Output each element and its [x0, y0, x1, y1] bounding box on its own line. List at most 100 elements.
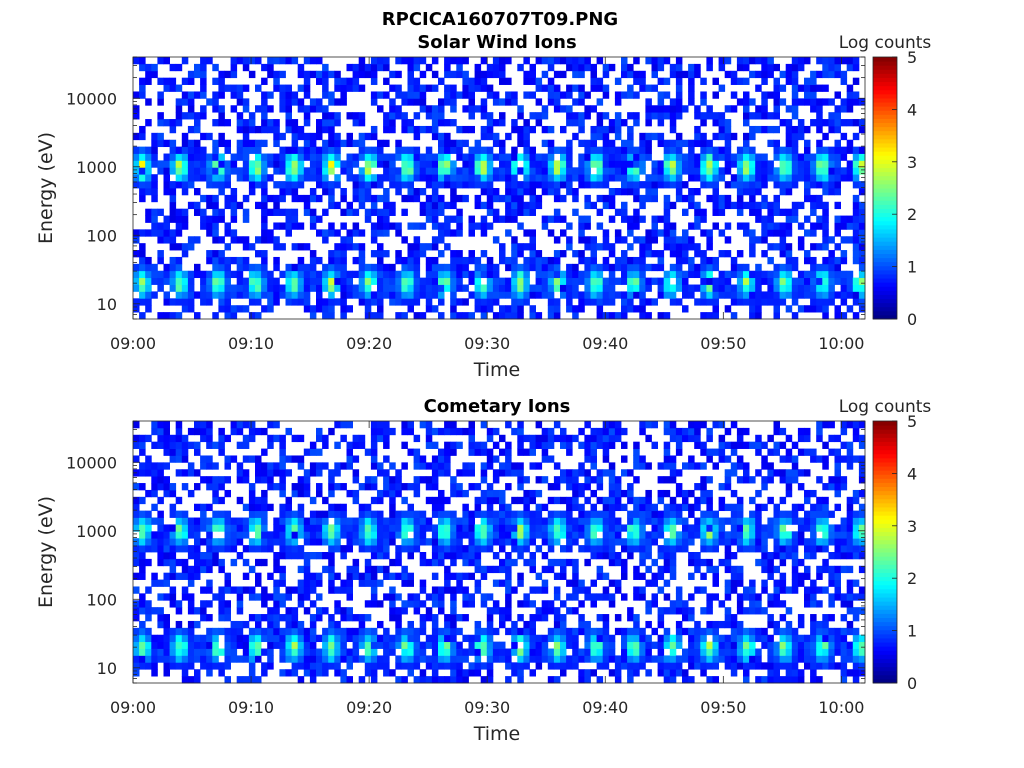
spectrogram-cell — [688, 291, 695, 299]
spectrogram-cell — [614, 91, 622, 99]
spectrogram-cell — [212, 201, 219, 210]
spectrogram-cell — [840, 298, 848, 306]
spectrogram-cell — [297, 593, 305, 601]
spectrogram-cell — [566, 263, 573, 272]
spectrogram-cell — [309, 517, 317, 525]
spectrogram-cell — [614, 558, 622, 567]
spectrogram-cell — [419, 153, 427, 161]
spectrogram-cell — [383, 524, 390, 532]
spectrogram-cell — [169, 153, 177, 161]
spectrogram-cell — [151, 277, 158, 285]
spectrogram-cell — [328, 132, 335, 141]
spectrogram-cell — [285, 119, 292, 127]
spectrogram-cell — [224, 538, 231, 546]
spectrogram-cell — [834, 270, 841, 279]
spectrogram-cell — [480, 250, 488, 258]
spectrogram-cell — [730, 153, 738, 161]
spectrogram-cell — [133, 538, 140, 546]
spectrogram-cell — [181, 662, 189, 670]
spectrogram-cell — [572, 57, 579, 65]
spectrogram-cell — [383, 421, 390, 429]
spectrogram-cell — [383, 455, 390, 463]
spectrogram-cell — [389, 510, 396, 518]
spectrogram-cell — [657, 263, 665, 272]
spectrogram-cell — [553, 538, 561, 546]
spectrogram-cell — [334, 627, 341, 636]
spectrogram-cell — [157, 229, 164, 237]
spectrogram-cell — [560, 229, 567, 237]
spectrogram-cell — [175, 256, 183, 265]
spectrogram-cell — [706, 105, 713, 113]
spectrogram-cell — [511, 119, 518, 127]
spectrogram-cell — [608, 579, 616, 587]
spectrogram-cell — [639, 236, 646, 244]
spectrogram-cell — [535, 476, 543, 484]
spectrogram-cell — [614, 208, 622, 216]
spectrogram-cell — [212, 558, 219, 567]
spectrogram-cell — [444, 579, 451, 587]
spectrogram-panel: 09:00 09:10 09:20 09:30 09:40 09:50 10:0010100… — [35, 396, 931, 745]
spectrogram-cell — [163, 174, 170, 182]
spectrogram-cell — [377, 489, 384, 498]
spectrogram-cell — [608, 655, 616, 663]
spectrogram-cell — [608, 462, 616, 470]
spectrogram-cell — [194, 676, 201, 684]
spectrogram-cell — [468, 125, 475, 134]
spectrogram-cell — [749, 208, 756, 216]
spectrogram-cell — [413, 455, 421, 463]
spectrogram-cell — [797, 132, 805, 141]
spectrogram-cell — [364, 305, 372, 313]
spectrogram-cell — [834, 256, 841, 265]
spectrogram-cell — [718, 132, 726, 141]
spectrogram-cell — [163, 476, 170, 484]
spectrogram-cell — [291, 524, 299, 532]
spectrogram-cell — [145, 270, 152, 279]
spectrogram-cell — [383, 538, 390, 546]
spectrogram-cell — [633, 70, 640, 79]
spectrogram-cell — [810, 70, 817, 79]
spectrogram-cell — [749, 270, 756, 279]
spectrogram-cell — [505, 600, 512, 608]
spectrogram-cell — [413, 593, 421, 601]
spectrogram-cell — [627, 531, 634, 539]
spectrogram-cell — [444, 427, 451, 436]
spectrogram-cell — [187, 160, 195, 168]
spectrogram-cell — [358, 524, 366, 532]
spectrogram-cell — [358, 510, 366, 518]
spectrogram-cell — [322, 648, 329, 656]
spectrogram-cell — [358, 538, 366, 546]
spectrogram-cell — [706, 153, 713, 161]
spectrogram-cell — [523, 208, 530, 216]
spectrogram-cell — [358, 676, 366, 684]
spectrogram-cell — [224, 291, 231, 299]
spectrogram-cell — [200, 476, 207, 484]
spectrogram-cell — [181, 538, 189, 546]
spectrogram-cell — [389, 263, 396, 272]
spectrogram-cell — [688, 270, 695, 279]
spectrogram-cell — [236, 476, 244, 484]
spectrogram-cell — [389, 125, 396, 134]
spectrogram-cell — [352, 63, 360, 72]
spectrogram-cell — [669, 125, 677, 134]
spectrogram-cell — [352, 174, 360, 182]
spectrogram-cell — [261, 662, 268, 670]
spectrogram-cell — [303, 448, 311, 456]
spectrogram-cell — [212, 517, 219, 525]
spectrogram-cell — [712, 291, 719, 299]
spectrogram-cell — [523, 77, 530, 85]
spectrogram-cell — [688, 236, 695, 244]
spectrogram-cell — [492, 298, 500, 306]
spectrogram-cell — [297, 676, 305, 684]
spectrogram-cell — [828, 236, 835, 244]
spectrogram-cell — [444, 181, 451, 189]
spectrogram-cell — [291, 181, 299, 189]
spectrogram-cell — [413, 517, 421, 525]
spectrogram-cell — [852, 208, 860, 216]
spectrogram-cell — [328, 531, 335, 539]
spectrogram-cell — [206, 277, 213, 285]
spectrogram-cell — [279, 167, 286, 175]
spectrogram-cell — [206, 284, 213, 292]
spectrogram-cell — [743, 132, 750, 141]
spectrogram-cell — [578, 153, 585, 161]
spectrogram-cell — [328, 538, 335, 546]
